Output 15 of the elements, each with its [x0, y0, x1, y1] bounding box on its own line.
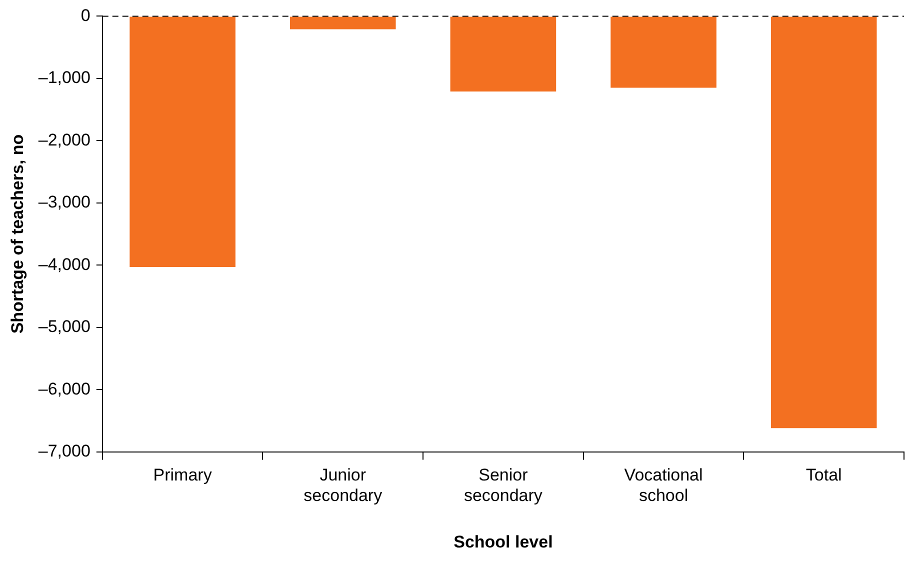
y-tick-label: –3,000	[38, 192, 90, 212]
x-tick-label: Junior secondary	[304, 466, 383, 506]
x-tick-label: Primary	[153, 466, 212, 485]
x-tick-label: Vocational school	[624, 466, 703, 506]
y-tick-label: –5,000	[38, 317, 90, 336]
x-axis-title: School level	[454, 532, 553, 552]
y-tick-label: –6,000	[38, 379, 90, 398]
y-tick-label: –7,000	[38, 441, 90, 460]
x-tick-label: Senior secondary	[464, 466, 543, 506]
x-tick-label: Total	[806, 466, 842, 485]
y-tick-label: –4,000	[38, 254, 90, 274]
y-tick-label: 0	[80, 6, 90, 25]
y-axis-title: Shortage of teachers, no	[8, 134, 27, 334]
y-tick-label: –2,000	[38, 130, 90, 150]
y-tick-label: –1,000	[38, 68, 90, 88]
